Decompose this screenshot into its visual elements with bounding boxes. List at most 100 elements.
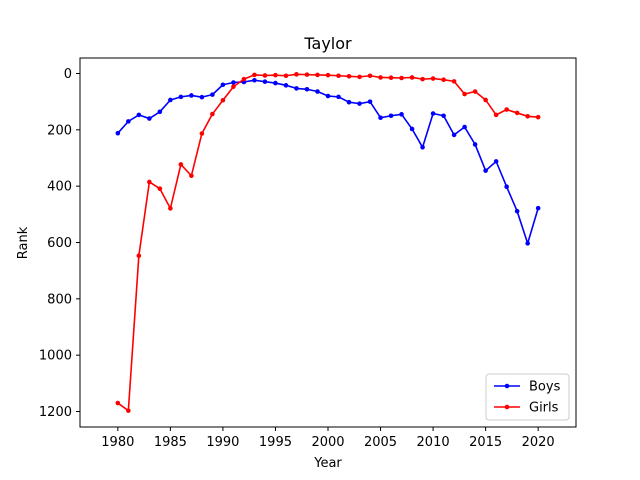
data-point-boys [126, 119, 131, 124]
data-point-boys [147, 116, 152, 121]
data-point-boys [493, 159, 499, 164]
data-point-boys [325, 93, 331, 99]
data-point-girls [472, 89, 478, 94]
data-point-boys [483, 168, 488, 173]
x-tick-label: 2005 [364, 435, 397, 450]
data-point-boys [262, 79, 268, 84]
x-tick-label: 1985 [154, 435, 187, 450]
x-tick-label: 1995 [259, 435, 292, 450]
data-point-boys [220, 82, 226, 88]
data-point-boys [273, 80, 278, 86]
data-point-girls [231, 84, 236, 90]
data-point-boys [283, 83, 289, 88]
data-point-girls [451, 79, 457, 84]
data-point-girls [199, 131, 205, 136]
y-tick-label: 600 [47, 236, 72, 251]
y-tick-label: 1200 [39, 405, 72, 420]
data-point-girls [178, 162, 184, 167]
data-point-girls [126, 408, 131, 413]
x-tick-label: 2010 [417, 435, 450, 450]
data-point-girls [115, 400, 121, 406]
data-point-girls [441, 77, 446, 82]
y-tick-label: 400 [47, 180, 72, 195]
data-point-girls [315, 72, 320, 78]
data-point-girls [504, 107, 509, 112]
data-point-girls [388, 75, 394, 81]
data-point-girls [210, 111, 215, 117]
data-point-boys [304, 86, 310, 92]
data-point-girls [430, 76, 436, 81]
data-point-boys [378, 115, 383, 121]
data-point-boys [535, 205, 541, 211]
data-point-boys [336, 94, 341, 100]
data-point-girls [252, 72, 257, 78]
data-point-boys [115, 130, 121, 136]
chart-title: Taylor [303, 34, 352, 53]
y-tick-label: 1000 [39, 349, 72, 364]
data-point-girls [157, 186, 163, 191]
data-point-girls [273, 72, 278, 78]
data-point-girls [168, 206, 173, 211]
data-point-boys [514, 208, 520, 214]
data-point-girls [514, 110, 520, 116]
data-point-girls [241, 76, 247, 82]
legend-marker-boys [504, 383, 510, 389]
data-point-boys [420, 144, 425, 150]
data-point-girls [325, 72, 331, 78]
data-point-boys [357, 101, 362, 106]
legend-label-boys: Boys [529, 380, 561, 395]
x-tick-label: 1980 [101, 435, 134, 450]
data-point-boys [388, 113, 394, 119]
data-point-boys [136, 112, 142, 118]
x-tick-label: 1990 [206, 435, 239, 450]
data-point-boys [231, 80, 236, 85]
data-point-girls [535, 114, 541, 120]
data-point-girls [189, 173, 194, 179]
legend: Boys Girls [485, 373, 570, 421]
x-axis: 1980 1985 1990 1995 2000 2005 2010 2015 2020 [101, 427, 555, 450]
data-point-boys [504, 184, 509, 190]
data-point-girls [367, 73, 373, 79]
data-point-girls [147, 179, 152, 185]
legend-marker-girls [504, 404, 510, 410]
data-point-boys [462, 124, 467, 130]
data-point-girls [262, 73, 268, 78]
data-point-boys [399, 112, 404, 117]
data-point-boys [472, 142, 478, 147]
data-point-boys [199, 94, 205, 100]
x-tick-label: 2015 [469, 435, 502, 450]
x-tick-label: 2000 [311, 435, 344, 450]
data-point-boys [294, 86, 299, 91]
data-point-girls [399, 75, 404, 81]
data-point-girls [420, 76, 425, 82]
y-axis-label: Rank [16, 226, 31, 259]
data-point-girls [462, 91, 467, 97]
data-point-girls [483, 97, 488, 103]
data-point-girls [294, 72, 299, 77]
data-point-boys [409, 126, 415, 132]
data-point-boys [210, 92, 215, 97]
data-point-girls [346, 74, 352, 79]
x-tick-label: 2020 [522, 435, 555, 450]
data-point-boys [157, 109, 163, 115]
data-point-girls [136, 253, 142, 259]
data-point-girls [304, 72, 310, 77]
data-point-boys [252, 77, 257, 83]
data-point-boys [315, 89, 320, 94]
data-point-girls [220, 97, 226, 103]
data-point-girls [357, 74, 362, 80]
data-point-boys [367, 99, 373, 104]
data-point-boys [346, 99, 352, 105]
data-point-boys [451, 132, 457, 138]
legend-label-girls: Girls [529, 401, 559, 416]
data-point-boys [168, 97, 173, 103]
data-point-girls [378, 75, 383, 80]
data-point-girls [409, 75, 415, 80]
data-point-boys [441, 113, 446, 119]
y-axis: 0 200 400 600 800 1000 1200 [39, 67, 80, 420]
y-tick-label: 200 [47, 123, 72, 138]
data-point-girls [283, 73, 289, 79]
y-tick-label: 800 [47, 292, 72, 307]
data-point-girls [336, 73, 341, 79]
